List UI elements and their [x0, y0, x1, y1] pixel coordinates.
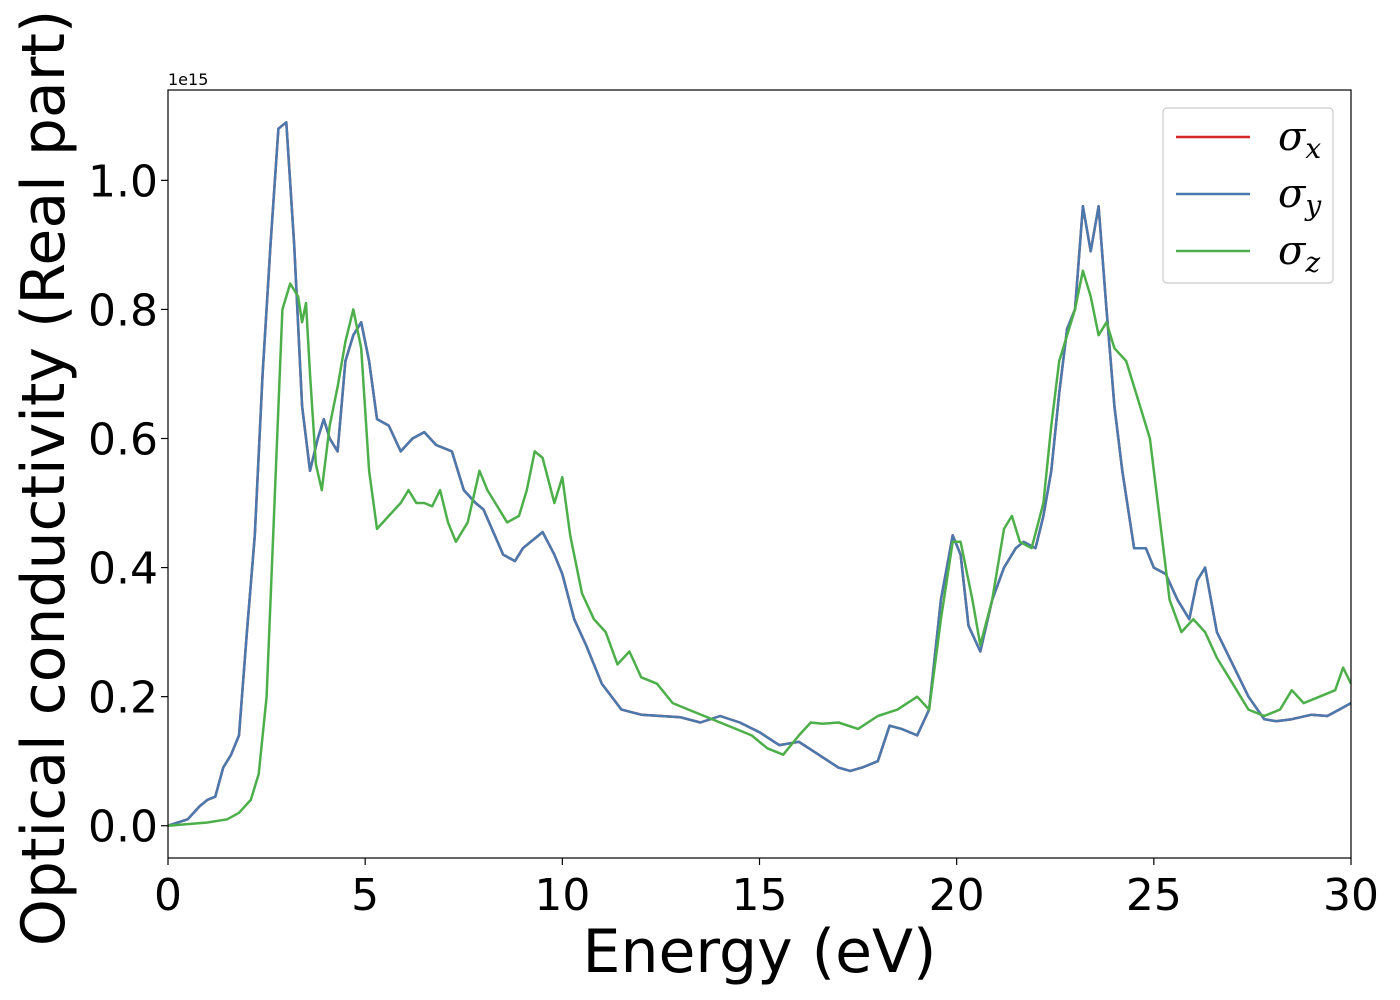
- y-tick-label: 0.4: [88, 544, 158, 595]
- legend-box: [1162, 107, 1334, 284]
- y-tick-label: 0.8: [88, 285, 158, 336]
- series-line-y: [168, 121, 1351, 827]
- y-tick-label: 1.0: [88, 156, 158, 207]
- y-tick-label: 0.2: [88, 673, 158, 724]
- x-axis-ticks: 0 5 10 15 20 25 30: [154, 858, 1379, 921]
- y-tick-label: 0.6: [88, 415, 158, 466]
- y-axis-label: Optical conductivity (Real part): [9, 10, 79, 947]
- x-tick-label: 15: [732, 870, 788, 921]
- y-tick-label: 0.0: [88, 802, 158, 853]
- x-tick-label: 5: [351, 870, 379, 921]
- legend-label-x: σx: [1278, 114, 1321, 165]
- x-tick-label: 20: [929, 870, 985, 921]
- legend: σx σy σz: [1162, 107, 1334, 284]
- legend-label-z: σz: [1278, 228, 1320, 279]
- x-tick-label: 0: [154, 870, 182, 921]
- x-tick-label: 30: [1323, 870, 1379, 921]
- y-axis-offset-text: 1e15: [168, 70, 208, 89]
- x-tick-label: 25: [1126, 870, 1182, 921]
- y-axis-ticks: 0.0 0.2 0.4 0.6 0.8 1.0: [88, 156, 168, 853]
- series-line-z: [168, 269, 1351, 827]
- series-layer: [168, 121, 1351, 827]
- legend-label-y: σy: [1278, 171, 1322, 222]
- x-tick-label: 10: [534, 870, 590, 921]
- x-axis-label: Energy (eV): [583, 917, 937, 987]
